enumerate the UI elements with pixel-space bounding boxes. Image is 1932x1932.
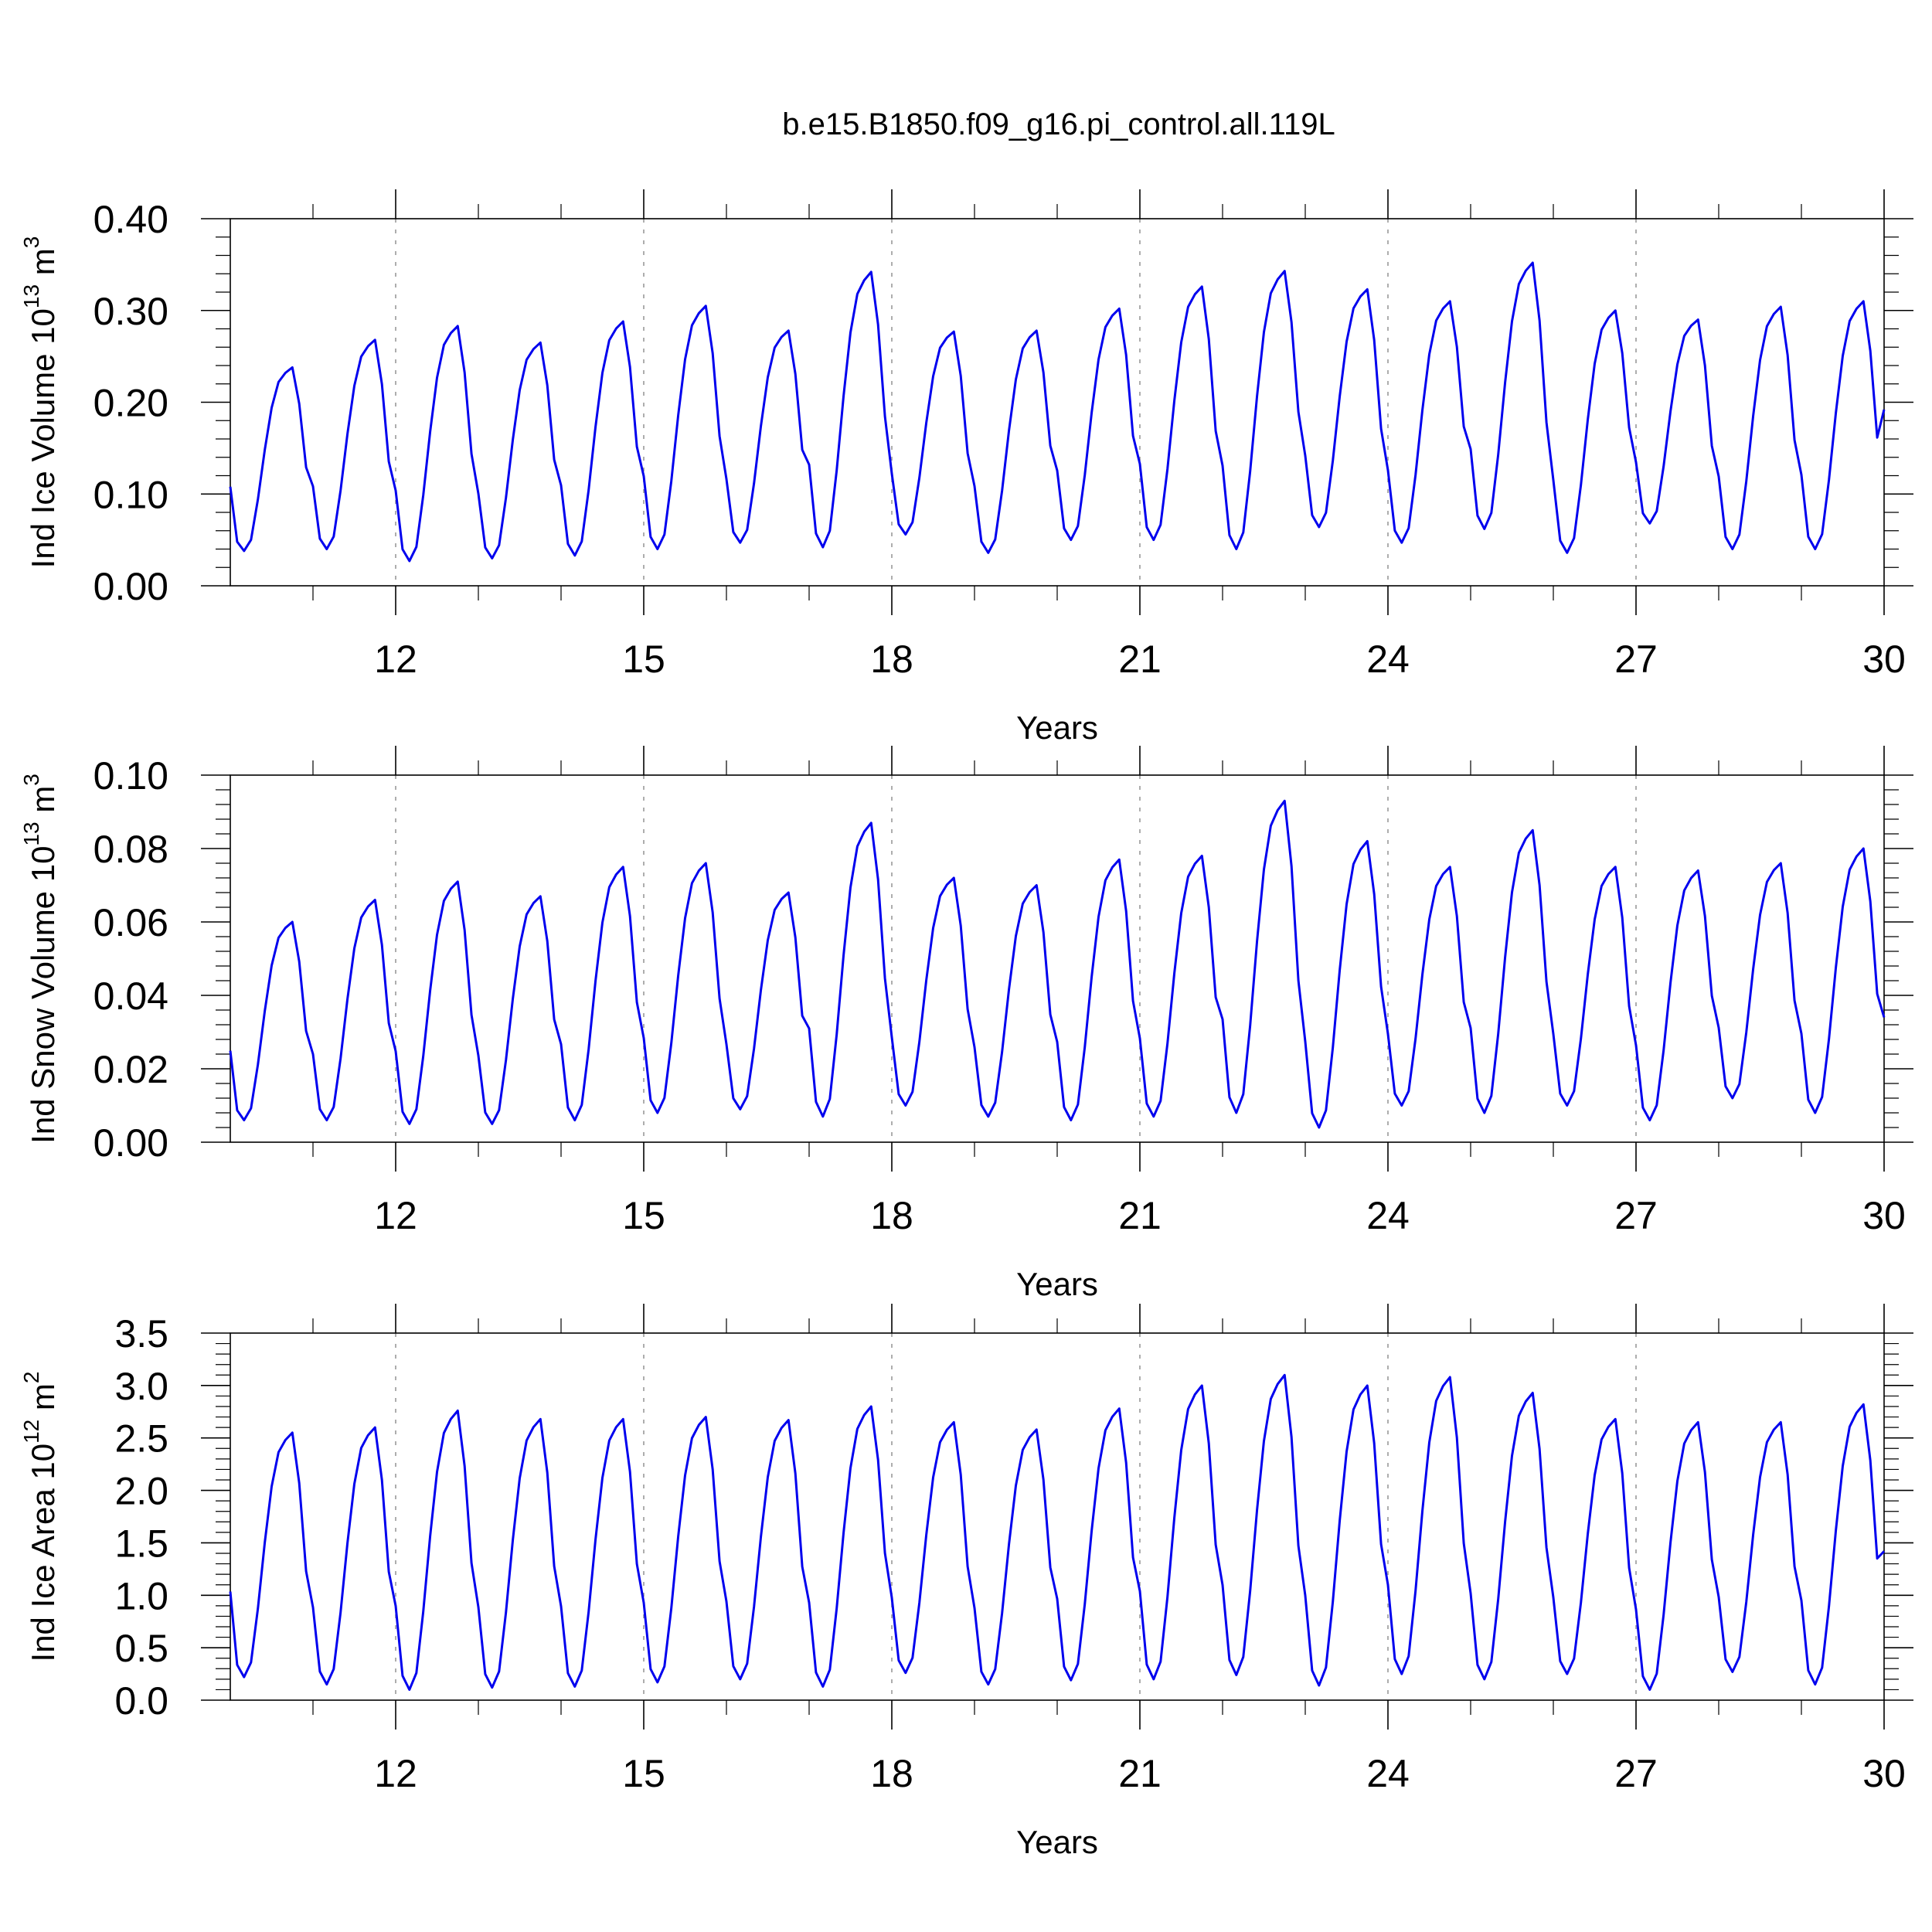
x-tick-label: 21: [1118, 638, 1162, 681]
x-axis-label: Years: [1016, 709, 1098, 746]
y-tick-label: 1.0: [114, 1574, 168, 1617]
y-tick-label: 0.10: [94, 473, 168, 516]
x-tick-label: 30: [1862, 638, 1906, 681]
figure-title: b.e15.B1850.f09_g16.pi_control.all.119L: [782, 107, 1335, 141]
series-line: [229, 799, 1886, 1129]
x-tick-label: 18: [870, 638, 913, 681]
x-axis-label: Years: [1016, 1824, 1098, 1860]
y-tick-label: 0.30: [94, 290, 168, 333]
x-tick-label: 24: [1366, 638, 1410, 681]
y-tick-label: 3.0: [114, 1365, 168, 1408]
x-tick-label: 30: [1862, 1752, 1906, 1795]
y-tick-label: 0.10: [94, 754, 168, 798]
y-axis-label: Ind Ice Volume 1013 m3: [19, 236, 61, 569]
x-tick-label: 15: [622, 638, 665, 681]
y-tick-label: 0.06: [94, 901, 168, 944]
y-tick-label: 0.08: [94, 828, 168, 871]
panel-3: 12 15 18 21 24 27 30 0.0 0.5 1.0 1.5 2.0 2.5 3.0 3.5 Ye…: [19, 1304, 1913, 1860]
x-tick-label: 24: [1366, 1194, 1410, 1237]
y-tick-label: 0.0: [114, 1679, 168, 1723]
y-tick-label: 3.5: [114, 1312, 168, 1355]
x-tick-label: 12: [374, 638, 417, 681]
x-tick-label: 12: [374, 1752, 417, 1795]
y-tick-label: 0.02: [94, 1048, 168, 1091]
x-tick-label: 21: [1118, 1752, 1162, 1795]
x-tick-label: 27: [1614, 1752, 1658, 1795]
x-tick-label: 27: [1614, 1194, 1658, 1237]
y-tick-label: 0.00: [94, 565, 168, 608]
y-tick-label: 2.0: [114, 1470, 168, 1513]
series-line: [229, 1373, 1886, 1691]
y-tick-label: 1.5: [114, 1522, 168, 1565]
panels: 12 15 18 21 24 27 30 0.00 0.10 0.20 0.30 0.40 Years I…: [19, 189, 1913, 1860]
y-axis-label: Ind Ice Area 1012 m2: [19, 1372, 61, 1662]
y-tick-label: 0.04: [94, 975, 168, 1018]
y-tick-label: 0.00: [94, 1121, 168, 1165]
y-tick-label: 2.5: [114, 1417, 168, 1461]
x-tick-label: 12: [374, 1194, 417, 1237]
series-line: [229, 261, 1886, 563]
x-tick-label: 15: [622, 1752, 665, 1795]
x-tick-label: 15: [622, 1194, 665, 1237]
panel-1: 12 15 18 21 24 27 30 0.00 0.10 0.20 0.30 0.40 Years I…: [19, 189, 1913, 746]
x-tick-label: 27: [1614, 638, 1658, 681]
y-tick-label: 0.20: [94, 382, 168, 425]
x-tick-label: 21: [1118, 1194, 1162, 1237]
y-axis-label: Ind Snow Volume 1013 m3: [19, 774, 61, 1144]
x-axis-label: Years: [1016, 1266, 1098, 1302]
x-tick-label: 24: [1366, 1752, 1410, 1795]
x-tick-label: 18: [870, 1194, 913, 1237]
y-tick-label: 0.5: [114, 1627, 168, 1670]
panel-2: 12 15 18 21 24 27 30 0.00 0.02 0.04 0.06 0.08 0.10 Ye…: [19, 746, 1913, 1302]
x-tick-label: 30: [1862, 1194, 1906, 1237]
y-tick-label: 0.40: [94, 198, 168, 241]
x-tick-label: 18: [870, 1752, 913, 1795]
